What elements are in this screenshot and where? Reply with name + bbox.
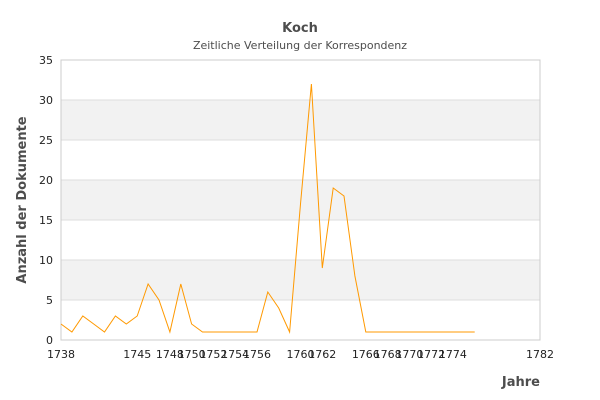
- gridlines: [61, 99, 540, 301]
- data-point: [375, 331, 378, 334]
- data-point: [157, 299, 160, 302]
- data-point: [441, 331, 444, 334]
- data-point: [462, 331, 465, 334]
- y-tick-label: 10: [39, 254, 53, 267]
- x-tick-label: 1750: [178, 348, 206, 361]
- data-point: [201, 331, 204, 334]
- grid-band: [61, 260, 540, 300]
- data-point: [147, 283, 150, 286]
- x-tick-label: 1756: [243, 348, 271, 361]
- data-point: [386, 331, 389, 334]
- x-tick-label: 1745: [123, 348, 151, 361]
- data-point: [321, 267, 324, 270]
- data-point: [451, 331, 454, 334]
- x-tick-label: 1774: [439, 348, 467, 361]
- data-point: [81, 315, 84, 318]
- data-point: [408, 331, 411, 334]
- data-point: [310, 83, 313, 86]
- x-tick-label: 1766: [352, 348, 380, 361]
- data-point: [277, 307, 280, 310]
- y-tick-label: 20: [39, 174, 53, 187]
- x-tick-label: 1754: [221, 348, 249, 361]
- data-point: [397, 331, 400, 334]
- data-point: [364, 331, 367, 334]
- data-point: [473, 331, 476, 334]
- data-point: [114, 315, 117, 318]
- chart-subtitle: Zeitliche Verteilung der Korrespondenz: [193, 39, 407, 52]
- data-point: [168, 331, 171, 334]
- x-tick-label: 1782: [526, 348, 554, 361]
- x-tick-label: 1768: [374, 348, 402, 361]
- data-point: [288, 331, 291, 334]
- y-tick-label: 0: [46, 334, 53, 347]
- series-line: [60, 83, 475, 334]
- x-tick-label: 1772: [417, 348, 445, 361]
- x-tick-label: 1760: [287, 348, 315, 361]
- y-tick-label: 5: [46, 294, 53, 307]
- y-tick-label: 30: [39, 94, 53, 107]
- data-point: [299, 203, 302, 206]
- x-axis-title: Jahre: [501, 375, 540, 390]
- y-tick-label: 25: [39, 134, 53, 147]
- data-point: [92, 323, 95, 326]
- y-axis-ticks: 0 5 10 15 20 25 30 35: [39, 54, 53, 347]
- data-point: [353, 275, 356, 278]
- data-point: [245, 331, 248, 334]
- data-point: [234, 331, 237, 334]
- data-point: [70, 331, 73, 334]
- series-layer: [60, 83, 476, 334]
- x-tick-label: 1738: [47, 348, 75, 361]
- grid-band: [61, 100, 540, 140]
- data-point: [266, 291, 269, 294]
- x-tick-label: 1752: [199, 348, 227, 361]
- data-point: [223, 331, 226, 334]
- data-point: [190, 323, 193, 326]
- y-tick-label: 35: [39, 54, 53, 67]
- data-point: [103, 331, 106, 334]
- data-point: [332, 187, 335, 190]
- data-point: [179, 283, 182, 286]
- y-axis-title: Anzahl der Dokumente: [15, 116, 30, 283]
- data-point: [60, 323, 63, 326]
- x-tick-label: 1770: [395, 348, 423, 361]
- data-point: [419, 331, 422, 334]
- y-tick-label: 15: [39, 214, 53, 227]
- data-point: [255, 331, 258, 334]
- chart-title: Koch: [282, 21, 318, 36]
- x-tick-label: 1762: [308, 348, 336, 361]
- data-point: [125, 323, 128, 326]
- data-point: [343, 195, 346, 198]
- data-point: [430, 331, 433, 334]
- data-point: [136, 315, 139, 318]
- plot-frame: [60, 59, 541, 341]
- x-tick-label: 1748: [156, 348, 184, 361]
- data-point: [212, 331, 215, 334]
